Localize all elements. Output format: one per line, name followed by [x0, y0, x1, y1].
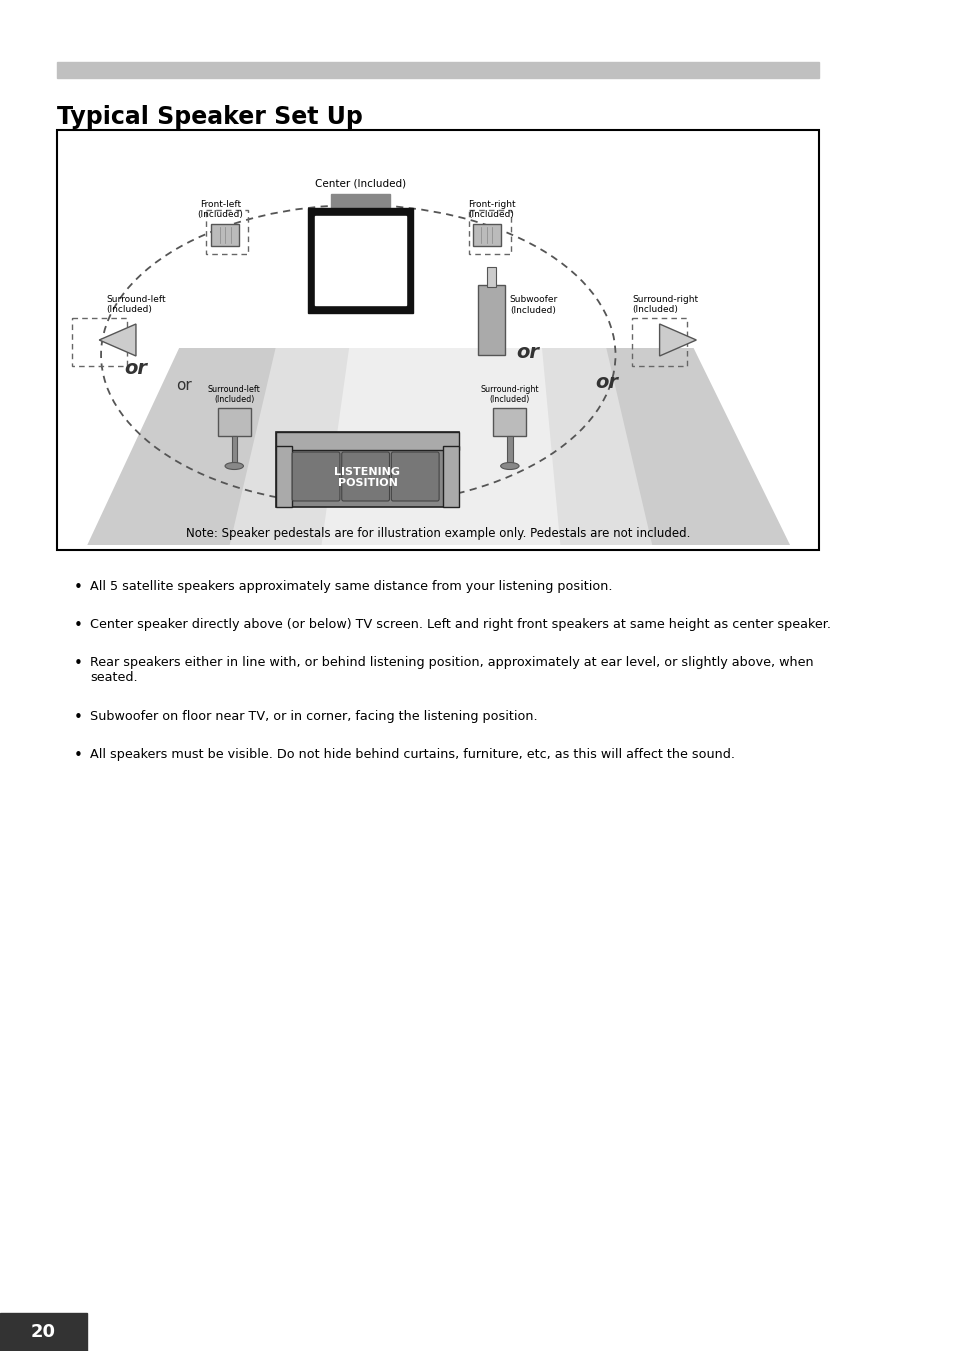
Text: Front-left
(Included): Front-left (Included) — [197, 200, 243, 219]
Text: or: or — [594, 373, 618, 392]
Polygon shape — [659, 324, 696, 357]
Bar — [507, 436, 512, 463]
Text: •: • — [73, 580, 82, 594]
Bar — [314, 216, 406, 305]
Bar — [217, 408, 251, 436]
Bar — [232, 436, 236, 463]
Bar — [477, 285, 505, 355]
Bar — [206, 209, 248, 254]
Bar — [331, 195, 390, 209]
Text: Rear speakers either in line with, or behind listening position, approximately a: Rear speakers either in line with, or be… — [90, 657, 813, 684]
Text: Center (Included): Center (Included) — [314, 178, 406, 188]
Text: Subwoofer
(Included): Subwoofer (Included) — [509, 296, 558, 315]
Bar — [57, 62, 819, 78]
Text: All speakers must be visible. Do not hide behind curtains, furniture, etc, as th: All speakers must be visible. Do not hid… — [90, 748, 734, 761]
Bar — [275, 432, 458, 507]
FancyBboxPatch shape — [341, 453, 389, 501]
Bar — [632, 317, 686, 366]
Text: 20: 20 — [30, 1323, 55, 1342]
FancyBboxPatch shape — [391, 453, 438, 501]
Text: •: • — [73, 711, 82, 725]
Text: or: or — [517, 343, 539, 362]
Text: Surround-right
(Included): Surround-right (Included) — [480, 385, 538, 404]
Polygon shape — [321, 349, 559, 544]
Bar — [275, 446, 292, 507]
FancyBboxPatch shape — [292, 453, 339, 501]
Text: Subwoofer on floor near TV, or in corner, facing the listening position.: Subwoofer on floor near TV, or in corner… — [90, 711, 537, 723]
Bar — [0, 1313, 87, 1351]
Polygon shape — [99, 324, 136, 357]
Bar — [308, 208, 413, 313]
Text: •: • — [73, 657, 82, 671]
Text: Note: Speaker pedestals are for illustration example only. Pedestals are not inc: Note: Speaker pedestals are for illustra… — [186, 527, 690, 540]
Bar — [486, 267, 496, 286]
Bar — [71, 317, 127, 366]
Polygon shape — [230, 349, 652, 544]
Bar — [473, 224, 500, 246]
Bar — [211, 224, 238, 246]
Text: Center speaker directly above (or below) TV screen. Left and right front speaker: Center speaker directly above (or below)… — [90, 617, 830, 631]
Text: •: • — [73, 748, 82, 763]
Text: or: or — [124, 358, 148, 377]
Bar — [468, 209, 510, 254]
Text: Typical Speaker Set Up: Typical Speaker Set Up — [57, 105, 362, 128]
Text: •: • — [73, 617, 82, 634]
Bar — [442, 446, 458, 507]
Ellipse shape — [500, 462, 518, 470]
Text: Front-right
(Included): Front-right (Included) — [467, 200, 515, 219]
Text: Surround-right
(Included): Surround-right (Included) — [632, 295, 698, 313]
Text: LISTENING
POSITION: LISTENING POSITION — [335, 466, 400, 488]
Text: Surround-left
(Included): Surround-left (Included) — [107, 295, 166, 313]
Bar — [275, 432, 458, 450]
Polygon shape — [87, 349, 789, 544]
Text: Surround-left
(Included): Surround-left (Included) — [208, 385, 260, 404]
Text: All 5 satellite speakers approximately same distance from your listening positio: All 5 satellite speakers approximately s… — [90, 580, 612, 593]
Bar — [493, 408, 526, 436]
Bar — [57, 130, 819, 550]
Ellipse shape — [225, 462, 243, 470]
Text: or: or — [175, 377, 192, 393]
